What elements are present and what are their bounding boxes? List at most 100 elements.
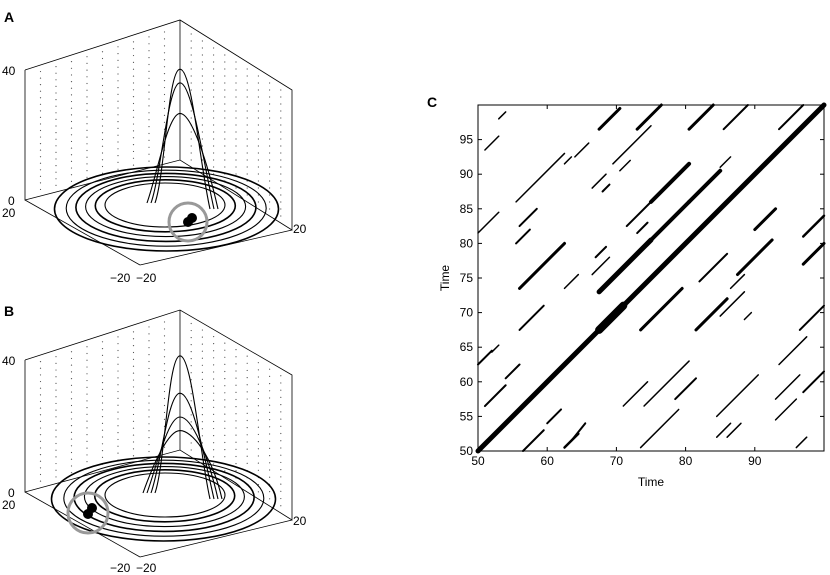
grid-dot bbox=[101, 105, 104, 107]
grid-dot bbox=[190, 40, 192, 42]
orbit-ring-4 bbox=[63, 459, 265, 537]
grid-dot bbox=[269, 187, 271, 189]
grid-dot bbox=[213, 463, 215, 465]
grid-dot bbox=[101, 78, 104, 80]
grid-dot bbox=[269, 166, 271, 168]
y-ticks-c: 50 55 60 65 70 75 80 85 90 95 bbox=[460, 133, 824, 458]
grid-dot bbox=[163, 384, 166, 386]
grid-dot bbox=[101, 57, 104, 60]
grid-dot bbox=[132, 68, 135, 70]
grid-dot bbox=[70, 160, 73, 162]
grid-dot bbox=[235, 131, 237, 133]
recurrence-segment-22 bbox=[597, 106, 622, 131]
grid-dot bbox=[39, 480, 42, 482]
grid-dot bbox=[235, 68, 237, 70]
x-axis-label-c: Time bbox=[638, 475, 665, 489]
orbit-ring-5 bbox=[50, 456, 277, 542]
grid-dot bbox=[246, 384, 248, 386]
grid-dot bbox=[148, 91, 150, 93]
grid-dot bbox=[224, 166, 226, 168]
grid-dot bbox=[201, 442, 203, 444]
grid-dot bbox=[269, 447, 271, 449]
grid-dot bbox=[101, 436, 104, 438]
grid-dot bbox=[86, 82, 88, 85]
grid-dot bbox=[39, 387, 42, 389]
grid-dot bbox=[132, 420, 135, 422]
grid-dot bbox=[201, 68, 203, 70]
recurrence-segment-9 bbox=[477, 211, 500, 234]
grid-dot bbox=[213, 335, 215, 338]
grid-dot bbox=[86, 136, 88, 138]
grid-dot bbox=[39, 400, 42, 403]
grid-dot bbox=[235, 61, 237, 63]
grid-dot bbox=[201, 336, 203, 338]
grid-dot bbox=[163, 45, 166, 47]
grid-dot bbox=[117, 452, 119, 454]
grid-dot bbox=[235, 370, 237, 372]
y-tick-label-c-6: 80 bbox=[460, 236, 474, 250]
grid-dot bbox=[132, 386, 135, 388]
grid-dot bbox=[132, 413, 135, 416]
grid-dot bbox=[190, 159, 192, 161]
grid-dot bbox=[224, 356, 226, 358]
grid-dot bbox=[280, 497, 282, 500]
recurrence-segment-51 bbox=[763, 148, 781, 166]
trajectory-spike-2 bbox=[146, 112, 219, 210]
grid-dot bbox=[235, 398, 237, 401]
grid-dot bbox=[213, 343, 215, 345]
grid-dot bbox=[213, 117, 215, 119]
grid-dot bbox=[190, 131, 192, 133]
recurrence-segment-19 bbox=[596, 237, 654, 295]
grid-dot bbox=[86, 163, 88, 165]
grid-dot bbox=[132, 102, 135, 105]
grid-dot bbox=[224, 159, 226, 161]
grid-dot bbox=[190, 152, 192, 154]
grid-dot bbox=[55, 99, 57, 101]
grid-dot bbox=[39, 97, 42, 99]
grid-dot bbox=[280, 89, 282, 91]
marker-dot-b2 bbox=[87, 503, 97, 513]
grid-dot bbox=[55, 125, 57, 127]
grid-dot bbox=[101, 382, 104, 384]
grid-dot bbox=[117, 363, 119, 365]
grid-dot bbox=[201, 103, 203, 105]
grid-dot bbox=[70, 120, 73, 123]
grid-dot bbox=[101, 354, 104, 356]
grid-dot bbox=[132, 351, 135, 354]
grid-dot bbox=[55, 369, 57, 371]
grid-dot bbox=[132, 61, 135, 64]
grid-dot bbox=[148, 126, 150, 128]
x-tick-right-b: 20 bbox=[293, 514, 307, 528]
grid-dot bbox=[39, 447, 42, 449]
grid-dot bbox=[101, 395, 104, 397]
recurrence-segment-25 bbox=[563, 156, 573, 165]
grid-dot bbox=[39, 136, 42, 138]
grid-dot bbox=[246, 68, 248, 70]
grid-dot bbox=[257, 462, 259, 464]
grid-dot bbox=[70, 167, 73, 169]
grid-dot bbox=[246, 362, 248, 364]
grid-dot bbox=[86, 346, 88, 348]
grid-dot bbox=[190, 33, 192, 35]
grid-dot bbox=[163, 114, 166, 116]
grid-dot bbox=[213, 131, 215, 133]
grid-dot bbox=[213, 413, 215, 415]
grid-dot bbox=[213, 47, 215, 49]
trajectory-spike-1 bbox=[150, 392, 215, 500]
grid-dot bbox=[132, 41, 135, 43]
grid-dot bbox=[39, 394, 42, 396]
grid-dot bbox=[280, 173, 282, 175]
grid-dot bbox=[70, 100, 73, 103]
grid-dot bbox=[190, 414, 192, 416]
grid-dot bbox=[213, 138, 215, 140]
grid-dot bbox=[101, 118, 104, 120]
grid-dot bbox=[213, 145, 215, 147]
grid-dot bbox=[246, 89, 248, 91]
grid-dot bbox=[70, 94, 73, 96]
grid-dot bbox=[117, 445, 119, 447]
grid-dot bbox=[55, 376, 57, 378]
grid-dot bbox=[117, 418, 119, 420]
grid-dot bbox=[101, 84, 104, 87]
grid-dot bbox=[70, 378, 73, 380]
grid-dot bbox=[70, 418, 73, 420]
